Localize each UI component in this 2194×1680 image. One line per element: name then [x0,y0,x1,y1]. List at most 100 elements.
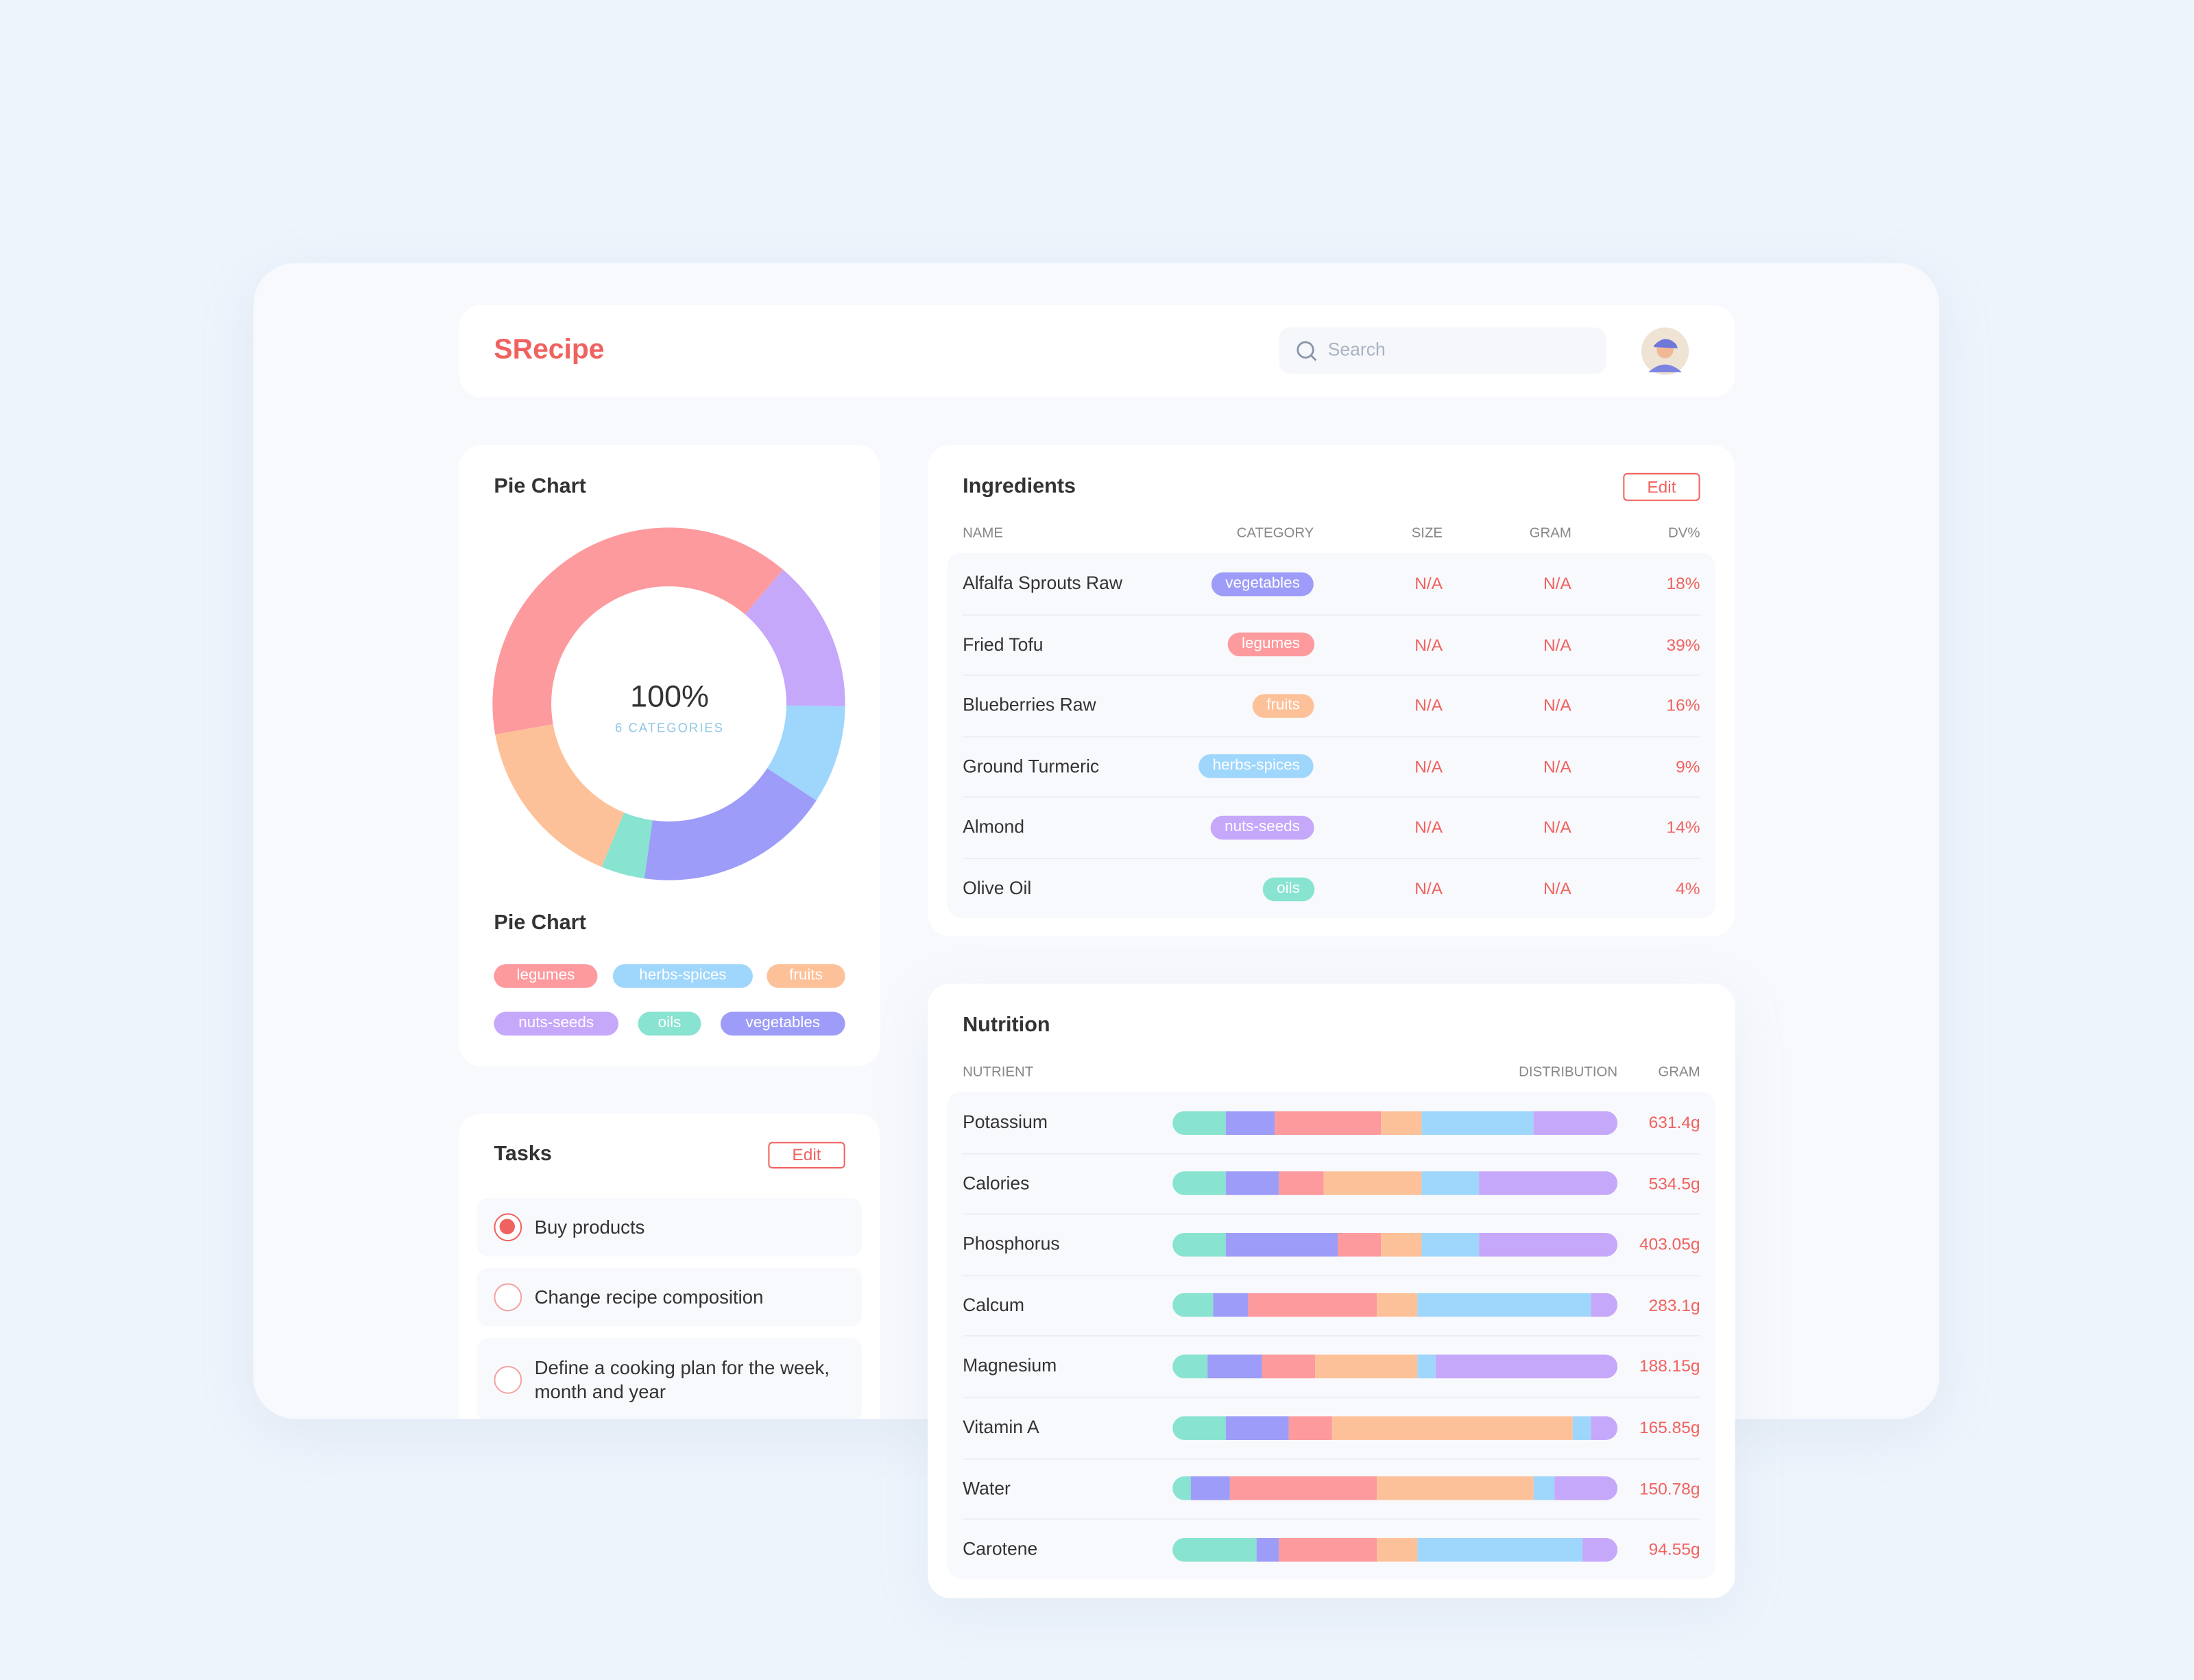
distribution-segment [1172,1537,1257,1561]
task-checkbox[interactable] [494,1365,522,1394]
column-header: CATEGORY [1236,526,1314,542]
category-tag: nuts-seeds [1210,815,1314,840]
edit-button[interactable]: Edit [768,1142,845,1169]
search-box[interactable]: Search [1279,327,1606,374]
column-header: DISTRIBUTION [1519,1065,1618,1081]
cell-dv: 18% [1666,573,1700,594]
task-item[interactable]: Define a cooking plan for the week, mont… [477,1338,863,1419]
edit-button[interactable]: Edit [1623,472,1700,501]
distribution-segment [1226,1171,1279,1196]
search-placeholder: Search [1327,338,1386,360]
donut-segment [644,768,817,880]
cell-dv: 4% [1676,878,1700,899]
distribution-segment [1226,1415,1288,1439]
nutrient-gram: 150.78g [1639,1478,1700,1498]
distribution-segment [1417,1354,1436,1378]
header-bar: SRecipe Search [459,304,1735,398]
nutrient-name: Carotene [963,1538,1038,1559]
distribution-segment [1275,1110,1382,1135]
nutrient-name: Calcum [963,1294,1025,1315]
cell-gram: N/A [1543,817,1571,838]
ingredient-name: Olive Oil [963,877,1032,899]
nutrient-gram: 283.1g [1648,1295,1700,1315]
legend-item: vegetables [721,1011,845,1036]
nutrient-name: Magnesium [963,1355,1057,1376]
distribution-segment [1532,1110,1618,1135]
row-divider [963,675,1700,677]
cell-gram: N/A [1543,756,1571,777]
cell-size: N/A [1414,634,1443,655]
cell-gram: N/A [1543,878,1571,899]
distribution-segment [1172,1415,1227,1439]
column-header: DV% [1668,526,1700,542]
donut-segment [601,813,653,879]
nutrient-gram: 165.85g [1639,1417,1700,1437]
category-tag: herbs-spices [1198,754,1314,779]
distribution-segment [1190,1476,1231,1500]
column-header: NUTRIENT [963,1065,1034,1081]
distribution-segment [1421,1110,1533,1135]
column-header: NAME [963,526,1004,542]
avatar[interactable] [1640,326,1690,376]
distribution-segment [1382,1232,1422,1257]
category-tag: oils [1262,876,1314,901]
row-divider [963,614,1700,616]
cell-size: N/A [1414,817,1443,838]
task-text: Buy products [534,1216,645,1238]
donut-segment [745,569,845,707]
center-label: 100% [630,678,709,714]
distribution-bar [1172,1476,1618,1500]
legend-item: herbs-spices [612,964,753,988]
row-divider [963,1457,1700,1459]
distribution-segment [1230,1476,1377,1500]
card-title: Pie Chart [494,474,586,499]
distribution-segment [1257,1537,1279,1561]
center-sublabel: 6 CATEGORIES [615,721,724,735]
category-tag: legumes [1227,632,1314,657]
legend-title: Pie Chart [494,911,586,935]
distribution-segment [1314,1354,1418,1378]
distribution-segment [1172,1171,1227,1196]
distribution-segment [1377,1537,1418,1561]
card-title: Ingredients [963,474,1076,499]
distribution-segment [1226,1110,1275,1135]
donut-segment [767,705,845,801]
distribution-segment [1591,1415,1618,1439]
distribution-segment [1382,1110,1422,1135]
distribution-segment [1377,1293,1418,1317]
row-divider [963,858,1700,860]
column-header: GRAM [1529,526,1571,542]
cell-dv: 9% [1676,756,1700,777]
task-checkbox[interactable] [494,1283,522,1312]
ingredient-name: Alfalfa Sprouts Raw [963,572,1123,594]
task-text: Define a cooking plan for the week, mont… [534,1357,830,1402]
cell-gram: N/A [1543,695,1571,716]
distribution-segment [1261,1354,1315,1378]
distribution-segment [1248,1293,1377,1317]
distribution-segment [1172,1232,1227,1257]
distribution-segment [1288,1415,1333,1439]
distribution-segment [1555,1476,1618,1500]
task-item[interactable]: Buy products [477,1197,863,1257]
table-body [947,553,1716,918]
task-check-dot [499,1219,516,1234]
nutrient-gram: 534.5g [1648,1173,1700,1193]
distribution-bar [1172,1171,1618,1196]
task-checkbox[interactable] [494,1213,522,1242]
cell-size: N/A [1414,878,1443,899]
cell-size: N/A [1414,573,1443,594]
donut-segment [495,724,625,867]
ingredient-name: Almond [963,816,1025,838]
row-divider [963,1335,1700,1337]
logo[interactable]: SRecipe [494,334,605,365]
distribution-segment [1332,1415,1574,1439]
search-icon [1297,341,1317,361]
row-divider [963,1396,1700,1398]
distribution-segment [1172,1476,1191,1500]
legend-item: oils [638,1011,701,1036]
distribution-segment [1532,1476,1556,1500]
distribution-segment [1323,1171,1422,1196]
app-window: SRecipe Search Pie Chart Pie Chart 100% … [253,263,1940,1419]
task-item[interactable]: Change recipe composition [477,1267,863,1327]
